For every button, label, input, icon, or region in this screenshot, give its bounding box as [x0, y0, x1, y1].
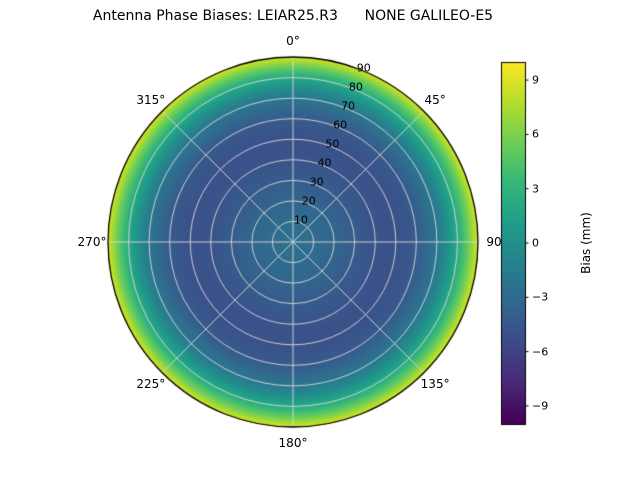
angular-tick-label: 180° — [278, 436, 308, 450]
colorbar-tick-label: 9 — [532, 73, 539, 87]
radial-tick-label: 20 — [301, 194, 316, 208]
colorbar-tick-label: 0 — [532, 236, 539, 250]
colorbar-axis-label: Bias (mm) — [579, 212, 593, 274]
radial-tick-label: 70 — [341, 99, 356, 113]
angular-tick-label: 0° — [286, 34, 300, 48]
colorbar-tick-label: 3 — [532, 182, 539, 196]
radial-tick-label: 60 — [333, 118, 348, 132]
colorbar-tick-label: −6 — [532, 345, 549, 359]
angular-tick-label: 315° — [136, 92, 166, 107]
angular-tick-label: 45° — [424, 92, 446, 107]
radial-tick-label: 80 — [348, 80, 363, 94]
angular-tick-label: 225° — [136, 377, 166, 392]
chart-title: Antenna Phase Biases: LEIAR25.R3 NONE GA… — [92, 8, 494, 24]
colorbar-tick-label: −3 — [532, 290, 549, 304]
radial-tick-label: 30 — [309, 175, 324, 189]
colorbar-tick-label: −9 — [532, 399, 549, 413]
radial-tick-label: 10 — [293, 213, 308, 227]
angular-tick-label: 135° — [420, 377, 450, 392]
colorbar-tick-label: 6 — [532, 127, 539, 141]
angular-tick-label: 270° — [77, 235, 107, 249]
radial-tick-label: 90 — [356, 61, 371, 75]
angular-tick-label: 90 — [486, 235, 502, 249]
radial-tick-label: 40 — [317, 156, 332, 170]
radial-tick-label: 50 — [325, 137, 340, 151]
